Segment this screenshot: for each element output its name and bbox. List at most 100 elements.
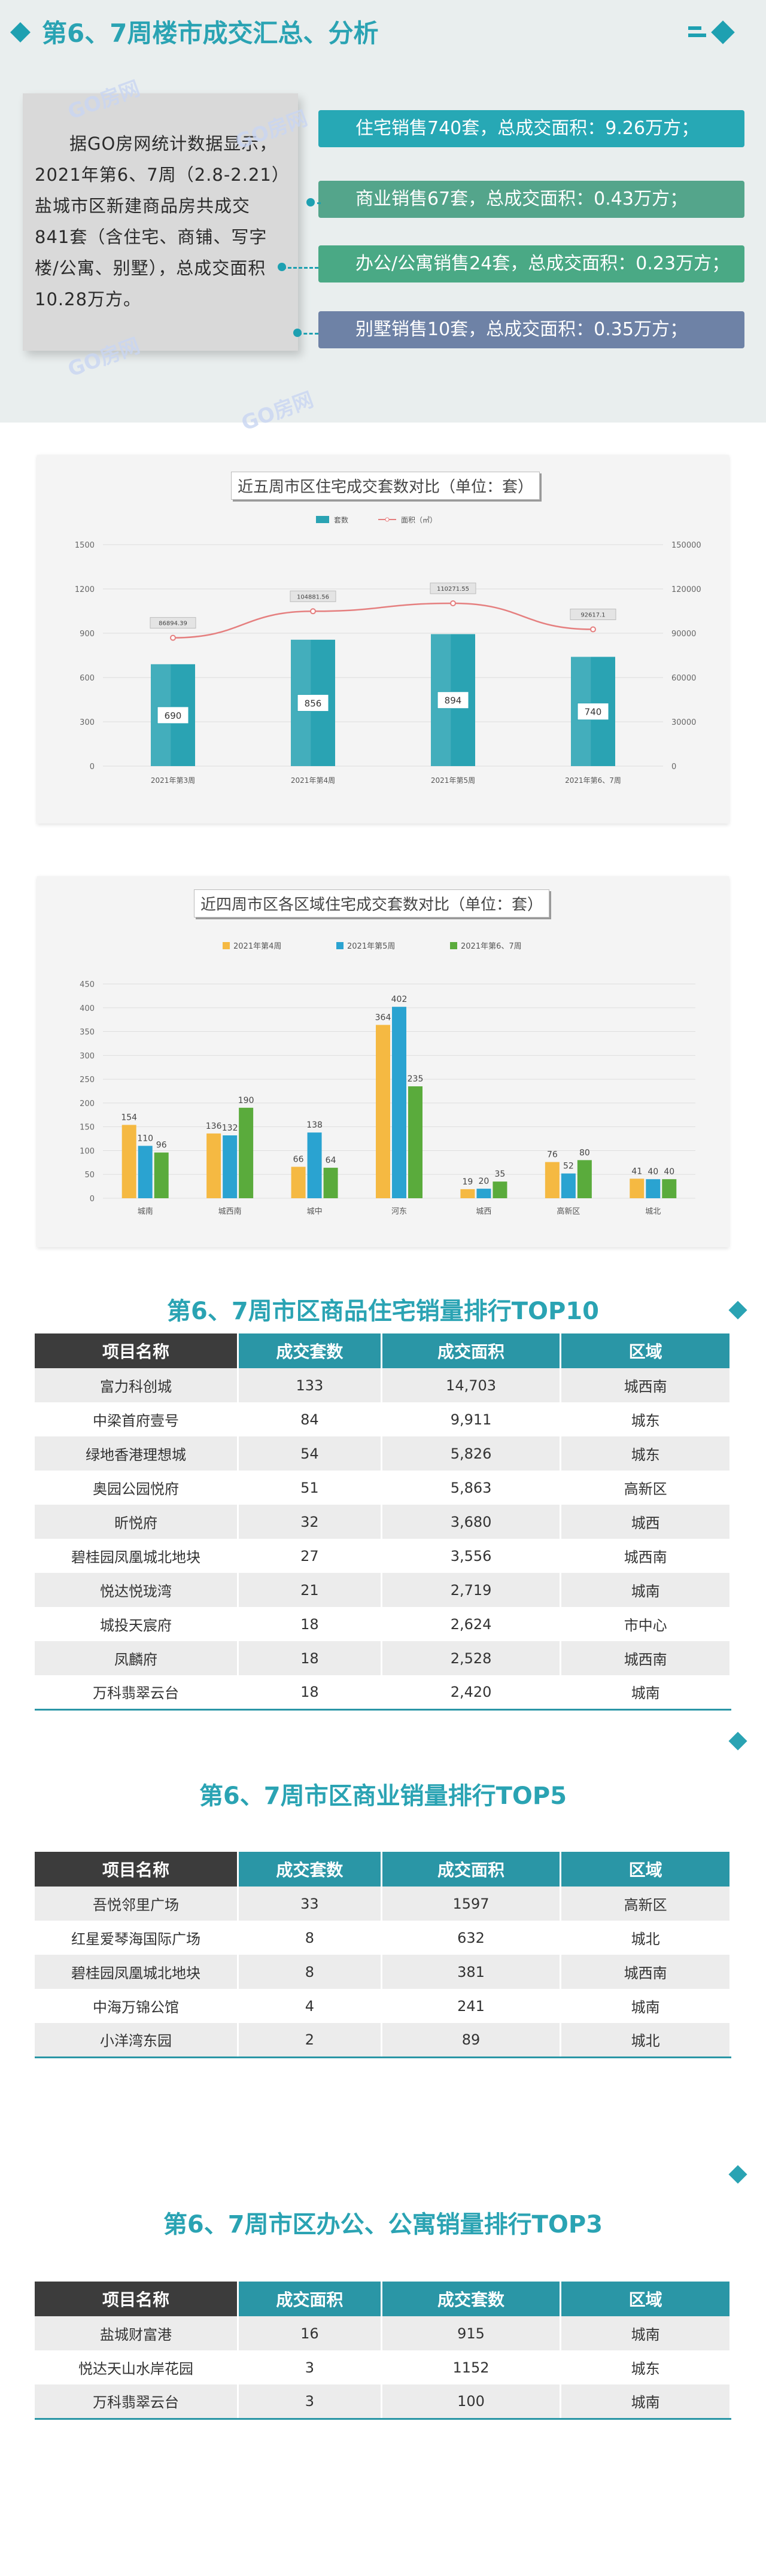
table-cell: 城投天宸府 — [35, 1607, 239, 1641]
table-cell: 2,528 — [381, 1641, 562, 1675]
table-header-row: 项目名称 成交套数 成交面积 区域 — [35, 1852, 731, 1887]
legend-bar-label: 套数 — [334, 515, 348, 524]
table-cell: 吾悦邻里广场 — [35, 1887, 239, 1921]
table-cell: 城南 — [560, 1675, 731, 1711]
table-cell: 高新区 — [560, 1887, 731, 1921]
watermark: GO房网 — [238, 387, 317, 436]
bar-data-label: 40 — [664, 1167, 674, 1177]
y2-tick-label: 0 — [671, 763, 676, 771]
line-label-box — [290, 590, 336, 602]
line-data-label: 110271.55 — [437, 586, 469, 593]
table-cell: 9,911 — [381, 1402, 562, 1436]
bar-data-label: 19 — [463, 1177, 473, 1187]
district-comparison-chart: 近四周市区各区域住宅成交套数对比（单位：套） 0 50 100 150 200 250 30… — [37, 876, 729, 1247]
y2-tick-label: 90000 — [671, 630, 696, 639]
bar-data-label: 136 — [206, 1122, 222, 1131]
table-cell: 32 — [238, 1505, 382, 1539]
bar — [323, 1168, 338, 1198]
stat-villa: 别墅销售10套，总成交面积：0.35万方； — [293, 311, 744, 348]
column-header: 区域 — [560, 1333, 731, 1368]
table-cell: 18 — [238, 1607, 382, 1641]
table-row: 绿地香港理想城 54 5,826 城东 — [35, 1436, 731, 1471]
line-data-label: 86894.39 — [159, 621, 187, 627]
table-cell: 18 — [238, 1641, 382, 1675]
bar-data-label: 235 — [408, 1074, 424, 1084]
x-tick-label: 城西 — [476, 1207, 491, 1216]
line-point — [450, 600, 456, 606]
table-cell: 悦达天山水岸花园 — [35, 2350, 239, 2384]
x-tick-label: 2021年第5周 — [431, 776, 475, 785]
table-cell: 133 — [238, 1368, 382, 1402]
bar — [646, 1179, 661, 1198]
x-tick-label: 2021年第6、7周 — [565, 776, 621, 785]
table-cell: 万科翡翠云台 — [35, 2384, 239, 2420]
column-header: 项目名称 — [35, 2282, 239, 2316]
stat-pill: 办公/公寓销售24套，总成交面积：0.23万方； — [318, 245, 744, 282]
table-row: 盐城财富港 16 915 城南 — [35, 2316, 731, 2350]
y2-tick-label: 150000 — [671, 541, 701, 550]
bar — [476, 1189, 491, 1198]
chart1-svg: 0 0 300 30000 600 60000 900 90000 1200 120000 1500… — [75, 515, 701, 785]
table-cell: 632 — [381, 1921, 562, 1955]
legend-label: 2021年第4周 — [233, 942, 281, 951]
stat-residential: 住宅销售740套，总成交面积：9.26万方； — [311, 110, 744, 147]
bar-data-label: 740 — [585, 707, 602, 718]
table-header-row: 项目名称 成交套数 成交面积 区域 — [35, 1333, 731, 1368]
line-label-box — [150, 617, 196, 629]
bar-data-label: 110 — [137, 1134, 153, 1143]
x-tick-label: 河东 — [391, 1207, 407, 1216]
column-header: 区域 — [560, 1852, 731, 1887]
table-cell: 悦达悦珑湾 — [35, 1573, 239, 1607]
bar-data-label: 154 — [121, 1113, 137, 1122]
table-row: 昕悦府 32 3,680 城西 — [35, 1505, 731, 1539]
bar-data-label: 66 — [293, 1155, 304, 1164]
x-tick-label: 城西南 — [218, 1207, 242, 1216]
bar — [493, 1181, 507, 1198]
x-tick-label: 高新区 — [557, 1207, 580, 1216]
table-cell: 84 — [238, 1402, 382, 1436]
title-diamond-icon — [10, 22, 31, 42]
bar-label-box — [577, 703, 609, 721]
y-tick-label: 400 — [80, 1004, 95, 1013]
x-tick-label: 城南 — [138, 1207, 153, 1216]
table-cell: 城西南 — [560, 1368, 731, 1402]
table-cell: 城西 — [560, 1505, 731, 1539]
y-tick-label: 150 — [80, 1123, 95, 1132]
table-cell: 54 — [238, 1436, 382, 1471]
bar-label-box — [437, 691, 469, 709]
table-cell: 915 — [381, 2316, 562, 2350]
table-cell: 2,719 — [381, 1573, 562, 1607]
stat-pill: 别墅销售10套，总成交面积：0.35万方； — [318, 311, 744, 348]
table-row: 红星爱琴海国际广场 8 632 城北 — [35, 1921, 731, 1955]
bar-data-label: 364 — [375, 1013, 391, 1022]
y-tick-label: 600 — [80, 674, 95, 683]
table-header-row: 项目名称 成交面积 成交套数 区域 — [35, 2282, 731, 2316]
bar — [138, 1146, 153, 1198]
line-point — [310, 608, 316, 615]
section-diamond-icon — [728, 2165, 747, 2184]
table-row: 中海万锦公馆 4 241 城南 — [35, 1989, 731, 2023]
y-tick-label: 1200 — [75, 585, 95, 594]
line-data-label: 104881.56 — [297, 594, 329, 600]
legend-line-label: 面积（㎡） — [401, 516, 437, 524]
bar-data-label: 894 — [445, 695, 462, 706]
table-cell: 凤麟府 — [35, 1641, 239, 1675]
table-cell: 21 — [238, 1573, 382, 1607]
column-header: 成交面积 — [238, 2282, 382, 2316]
legend-label: 2021年第5周 — [347, 942, 395, 951]
series-line — [172, 602, 594, 639]
table-cell: 城东 — [560, 2350, 731, 2384]
y-tick-label: 250 — [80, 1076, 95, 1085]
table-cell: 城东 — [560, 1402, 731, 1436]
legend-label: 2021年第6、7周 — [461, 942, 522, 951]
table-cell: 241 — [381, 1989, 562, 2023]
title-decoration-icon — [688, 20, 742, 44]
chart-title: 近五周市区住宅成交套数对比（单位：套） — [231, 472, 540, 500]
bar — [561, 1173, 576, 1198]
table-cell: 城西南 — [560, 1641, 731, 1675]
y-tick-label: 50 — [84, 1171, 95, 1180]
bar-data-label: 132 — [222, 1123, 238, 1133]
table-cell: 城西南 — [560, 1955, 731, 1989]
chart-title: 近四周市区各区域住宅成交套数对比（单位：套） — [194, 889, 550, 918]
y-tick-label: 0 — [90, 1195, 95, 1204]
